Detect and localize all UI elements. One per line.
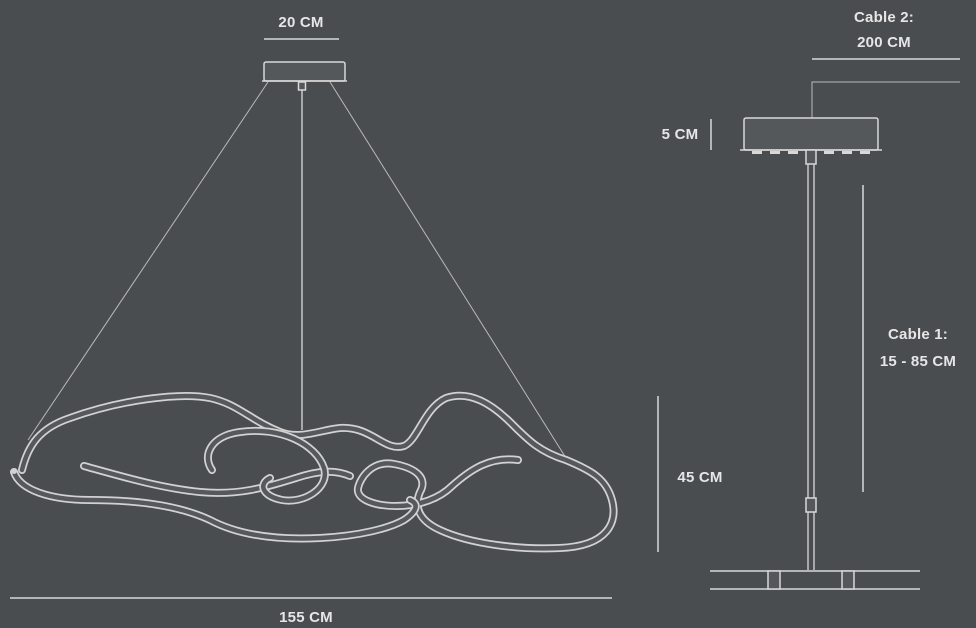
canopy-vents bbox=[752, 151, 870, 154]
canopy-width-label: 20 CM bbox=[278, 14, 323, 31]
cable2-title-label: Cable 2: bbox=[854, 9, 914, 26]
suspension-wire-right bbox=[329, 81, 567, 459]
side-canopy bbox=[743, 117, 879, 151]
suspension-wire-left bbox=[27, 81, 269, 441]
fixture-height-label: 45 CM bbox=[677, 469, 722, 486]
total-width-label: 155 CM bbox=[279, 609, 333, 626]
power-cable bbox=[811, 81, 960, 118]
front-view: 20 CM 155 CM 45 CM bbox=[10, 14, 722, 626]
rod-joint bbox=[805, 497, 817, 513]
canopy-height-label: 5 CM bbox=[662, 126, 699, 143]
front-canopy bbox=[263, 61, 346, 82]
side-view: Cable 2: 200 CM 5 CM Cable 1: 15 - 85 CM bbox=[662, 9, 960, 590]
cable2-length-label: 200 CM bbox=[857, 34, 911, 51]
cable1-range-label: 15 - 85 CM bbox=[880, 353, 956, 370]
cable1-title-label: Cable 1: bbox=[888, 326, 948, 343]
light-ribbon bbox=[10, 391, 618, 553]
